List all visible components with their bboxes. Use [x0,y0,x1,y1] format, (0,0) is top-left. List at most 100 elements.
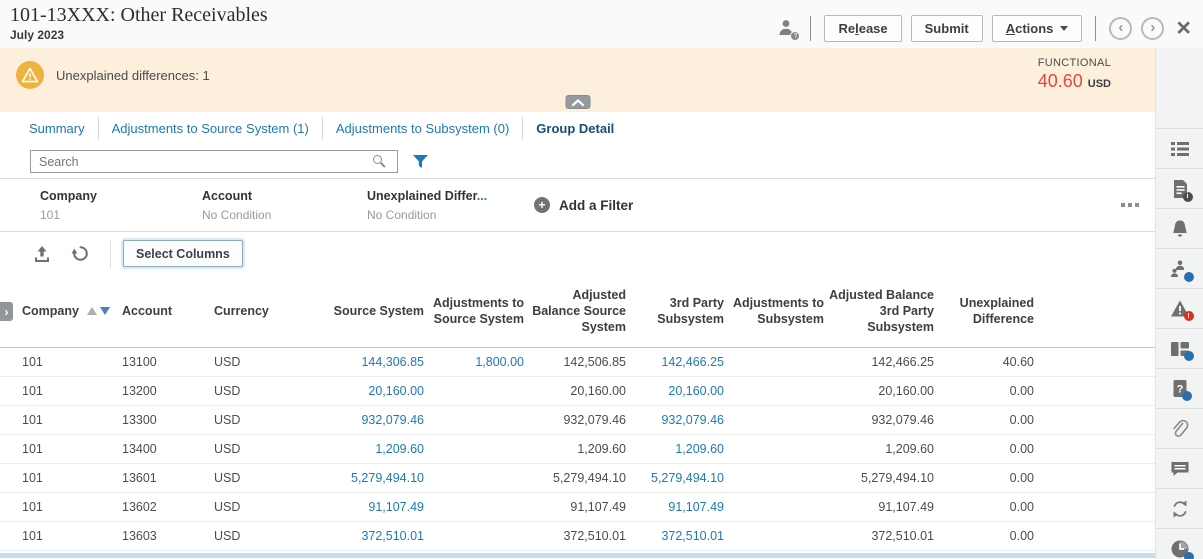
export-icon[interactable] [33,245,51,263]
sidebar-alerts-button[interactable] [1156,208,1203,248]
sidebar-questions-button[interactable]: ? [1156,368,1203,408]
cell-adjusted-balance-third: 372,510.01 [871,529,934,543]
sidebar-dashboard-button[interactable] [1156,328,1203,368]
sidebar-instructions-button[interactable]: i [1156,168,1203,208]
cell-third-party-link[interactable]: 372,510.01 [661,529,724,543]
dashboard-grid-icon [1170,340,1194,361]
add-filter-button[interactable]: + Add a Filter [534,197,633,213]
cell-adjustments-source-link[interactable]: 1,800.00 [475,355,524,369]
cell-third-party-link[interactable]: 20,160.00 [668,384,724,398]
filter-chip-unexplained-difference[interactable]: Unexplained Differ... No Condition [367,188,488,222]
cell-account: 13602 [122,500,157,514]
balance-currency: USD [1087,78,1111,90]
cell-unexplained-difference: 0.00 [1009,500,1034,514]
column-header-company[interactable]: Company [22,303,122,319]
comment-bubble-icon [1170,460,1190,478]
column-header-third-party[interactable]: 3rd Party Subsystem [657,295,724,326]
filter-chip-account[interactable]: Account No Condition [202,188,272,222]
cell-source-system-link[interactable]: 372,510.01 [361,529,424,543]
select-columns-button[interactable]: Select Columns [123,240,243,267]
period-label: July 2023 [10,28,65,42]
balance-label: FUNCTIONAL [1037,57,1111,69]
table-row: 101 13601 USD 5,279,494.10 5,279,494.10 … [0,464,1155,493]
cell-third-party-link[interactable]: 932,079.46 [661,413,724,427]
table-row: 101 13602 USD 91,107.49 91,107.49 91,107… [0,493,1155,522]
cell-source-system-link[interactable]: 5,279,494.10 [351,471,424,485]
expand-panel-icon[interactable]: › [0,302,13,321]
filter-bar: Company 101 Account No Condition Unexpla… [0,178,1155,232]
refresh-icon[interactable] [71,244,90,263]
sidebar-comments-button[interactable] [1156,448,1203,488]
close-icon[interactable]: × [1176,13,1191,42]
cell-source-system-link[interactable]: 932,079.46 [361,413,424,427]
tab-summary[interactable]: Summary [16,117,99,140]
next-item-button[interactable]: › [1141,16,1165,40]
cell-adjusted-balance-source: 142,506.85 [563,355,626,369]
cell-adjusted-balance-source: 1,209.60 [577,442,626,456]
cell-currency: USD [214,471,241,485]
cell-account: 13100 [122,355,157,369]
previous-item-button[interactable]: ‹ [1109,16,1133,40]
submit-button[interactable]: Submit [910,14,983,42]
collapse-banner-button[interactable] [565,95,590,109]
column-header-unexplained-difference[interactable]: Unexplained Difference [959,295,1034,326]
history-sync-icon [1170,499,1190,519]
cell-third-party-link[interactable]: 142,466.25 [661,355,724,369]
filter-chip-company[interactable]: Company 101 [40,188,97,222]
table-row: 101 13603 USD 372,510.01 372,510.01 372,… [0,522,1155,551]
header-divider [810,15,812,41]
sidebar-history-button[interactable] [1156,488,1203,528]
cell-source-system-link[interactable]: 144,306.85 [361,355,424,369]
cell-adjusted-balance-third: 1,209.60 [885,442,934,456]
table-row: 101 13400 USD 1,209.60 1,209.60 1,209.60… [0,435,1155,464]
cell-currency: USD [214,413,241,427]
window-header: 101-13XXX: Other Receivables July 2023 ?… [0,0,1203,48]
tab-group-detail[interactable]: Group Detail [536,121,615,136]
column-header-currency[interactable]: Currency [214,303,269,318]
filter-overflow-menu-icon[interactable] [1121,203,1139,207]
tab-adjustments-source-system[interactable]: Adjustments to Source System (1) [99,117,323,140]
user-status-icon[interactable]: ? [775,17,801,41]
actions-button[interactable]: Actions [991,14,1083,42]
column-header-source-system[interactable]: Source System [333,303,424,318]
sidebar-attachments-button[interactable] [1156,408,1203,448]
table-row: 101 13300 USD 932,079.46 932,079.46 932,… [0,406,1155,435]
column-header-account[interactable]: Account [122,303,172,318]
cell-currency: USD [214,529,241,543]
cell-unexplained-difference: 0.00 [1009,384,1034,398]
column-header-adjustments-source[interactable]: Adjustments to Source System [433,295,524,326]
release-button[interactable]: Release [824,14,902,42]
warning-banner: Unexplained differences: 1 FUNCTIONAL 40… [0,48,1155,112]
cell-company: 101 [22,500,43,514]
column-header-adjustments-subsystem[interactable]: Adjustments to Subsystem [733,295,824,326]
sidebar-time-button[interactable] [1156,528,1203,559]
sidebar-warnings-button[interactable]: ! [1156,288,1203,328]
cell-account: 13601 [122,471,157,485]
column-header-adjusted-balance-third[interactable]: Adjusted Balance 3rd Party Subsystem [829,287,934,335]
list-icon [1170,139,1190,159]
sort-descending-icon[interactable] [99,307,110,315]
cell-company: 101 [22,355,43,369]
cell-source-system-link[interactable]: 20,160.00 [368,384,424,398]
search-input[interactable] [30,150,398,173]
sort-ascending-icon[interactable] [86,307,97,315]
horizontal-scrollbar[interactable] [0,553,1155,558]
sidebar-workflow-button[interactable] [1156,248,1203,288]
cell-currency: USD [214,500,241,514]
column-header-adjusted-balance-source[interactable]: Adjusted Balance Source System [532,287,626,335]
filter-funnel-icon[interactable] [412,154,429,169]
table-row: 101 13100 USD 144,306.85 1,800.00 142,50… [0,348,1155,377]
sidebar-properties-button[interactable] [1156,128,1203,168]
cell-source-system-link[interactable]: 91,107.49 [368,500,424,514]
search-icon[interactable] [373,155,382,164]
cell-unexplained-difference: 0.00 [1009,471,1034,485]
cell-source-system-link[interactable]: 1,209.60 [375,442,424,456]
tab-bar: Summary Adjustments to Source System (1)… [0,112,1155,145]
cell-third-party-link[interactable]: 5,279,494.10 [651,471,724,485]
workflow-users-icon [1170,259,1194,282]
tab-adjustments-subsystem[interactable]: Adjustments to Subsystem (0) [323,117,524,140]
cell-third-party-link[interactable]: 1,209.60 [675,442,724,456]
document-info-icon: i [1171,179,1193,202]
cell-third-party-link[interactable]: 91,107.49 [668,500,724,514]
